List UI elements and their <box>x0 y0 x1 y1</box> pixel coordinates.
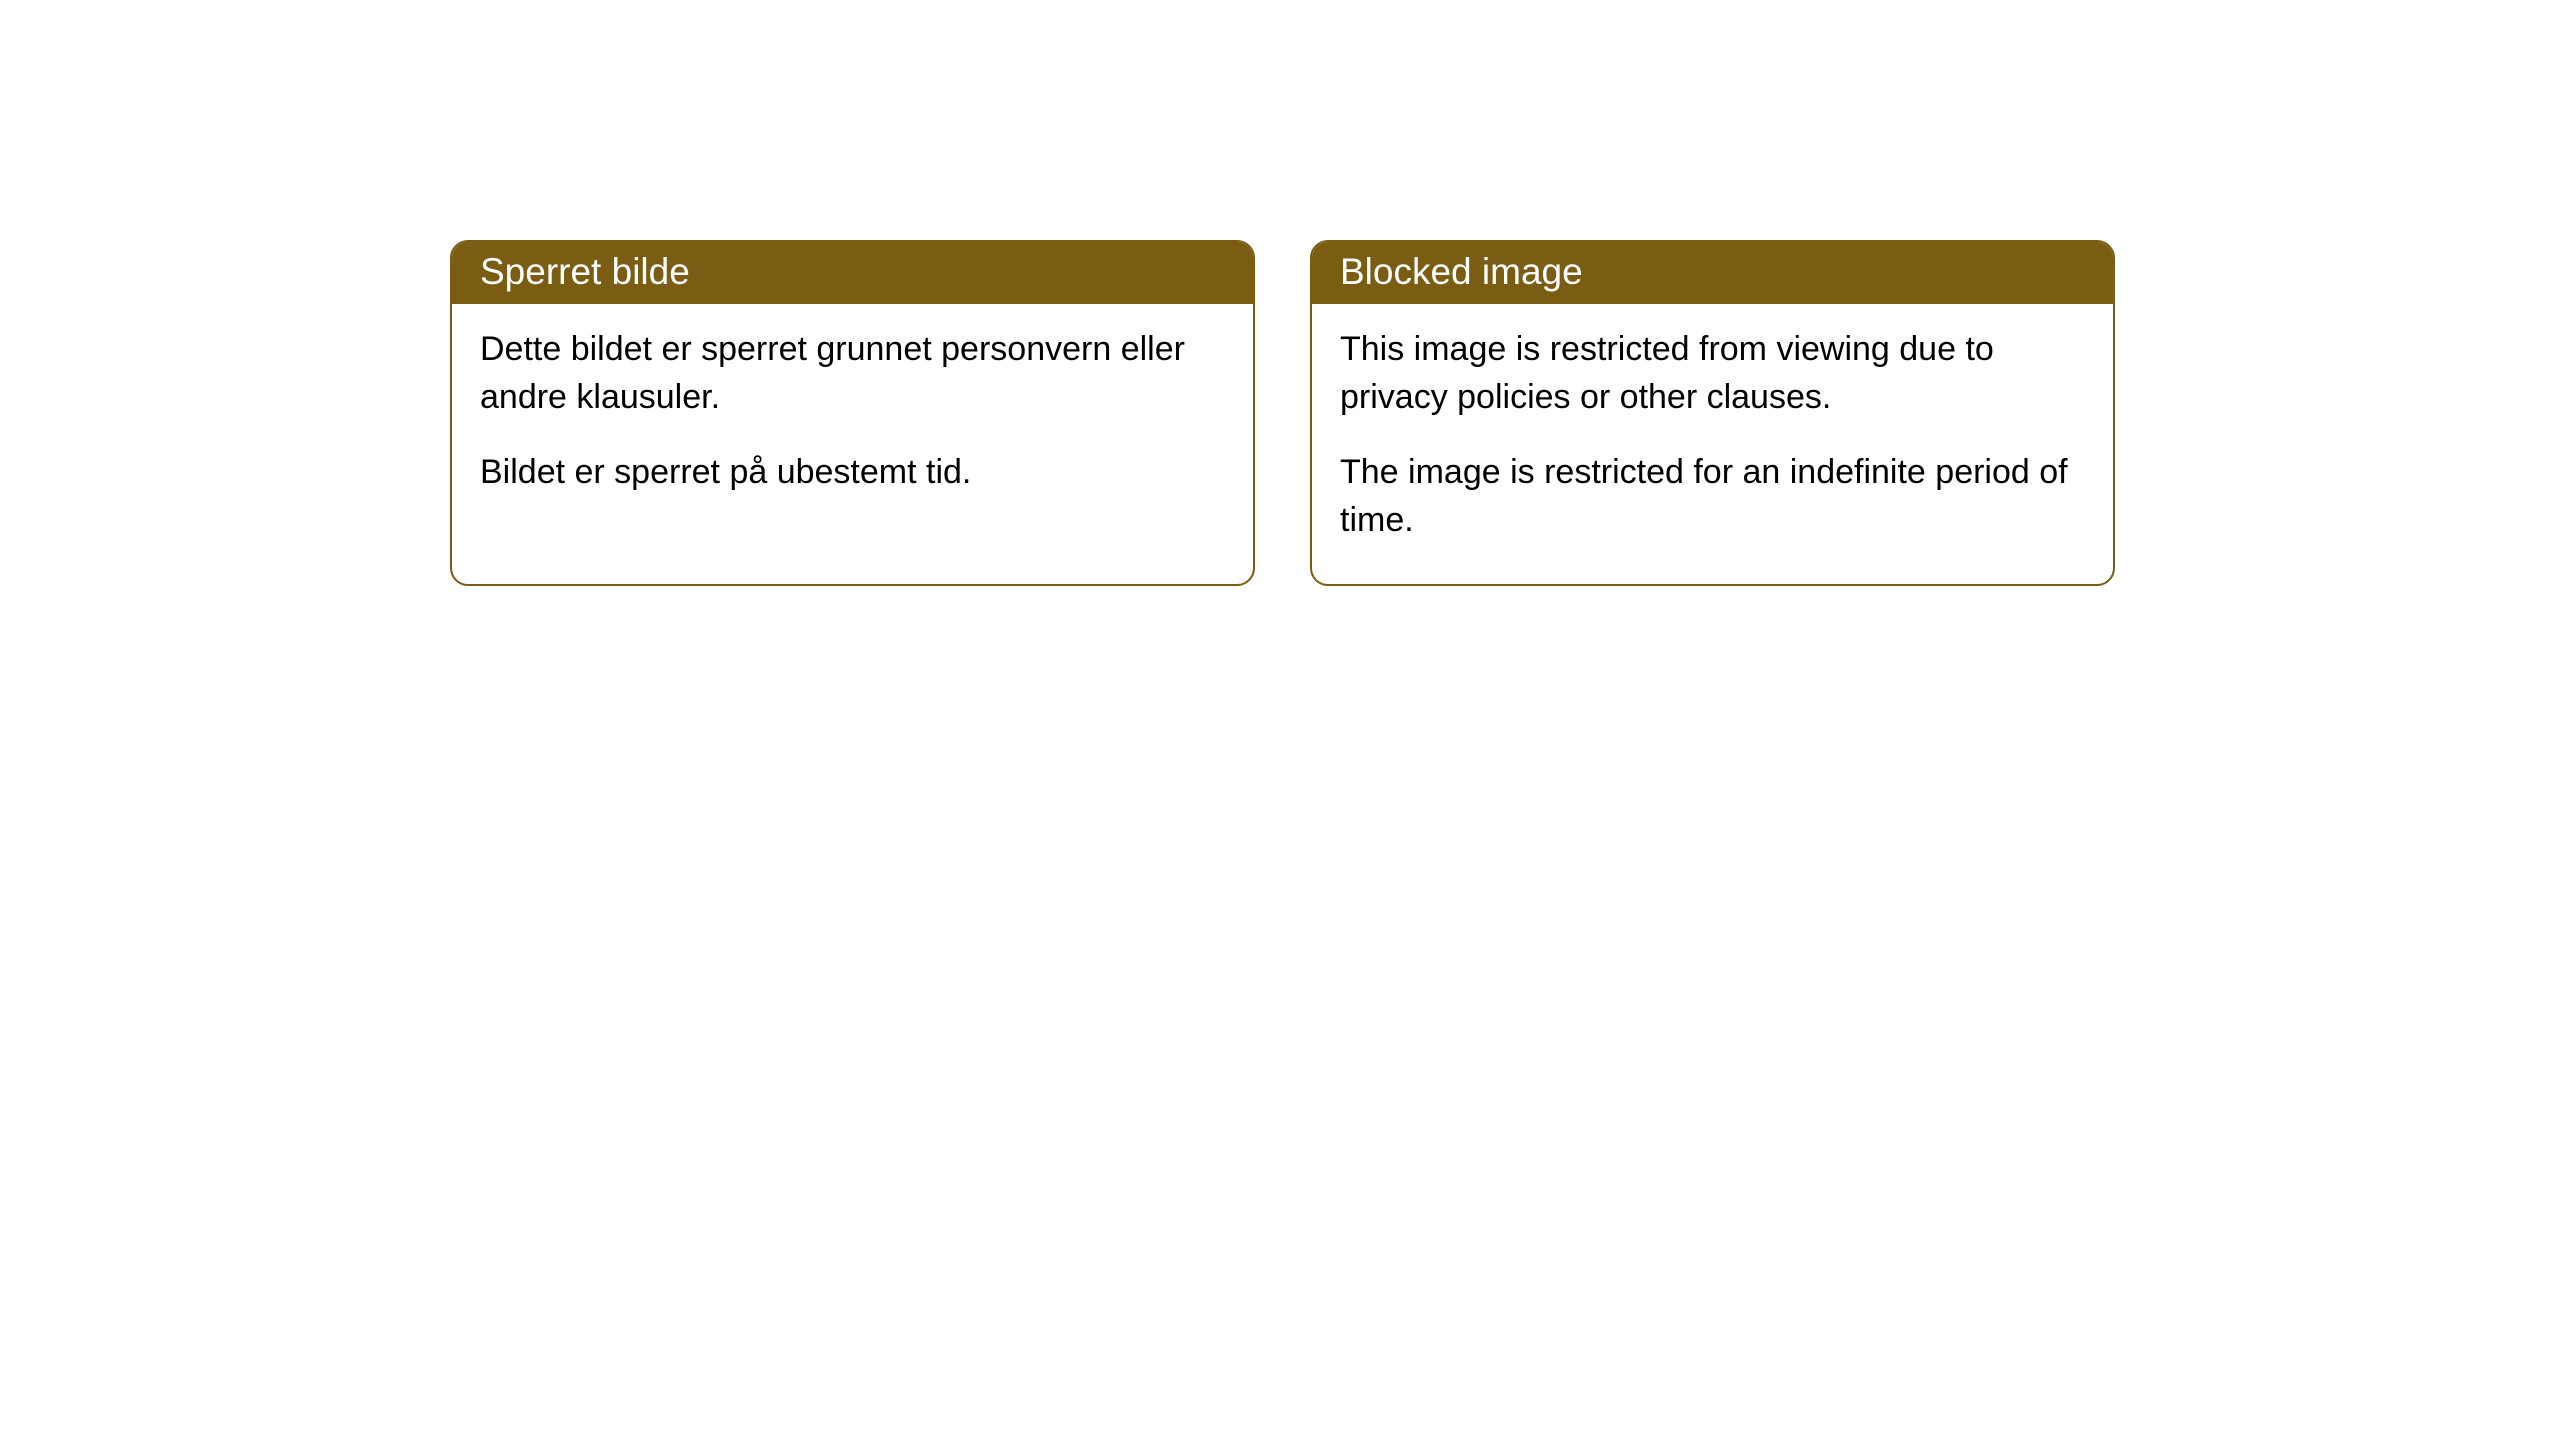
notice-paragraph-2: Bildet er sperret på ubestemt tid. <box>480 449 1225 497</box>
notice-card-norwegian: Sperret bilde Dette bildet er sperret gr… <box>450 240 1255 586</box>
notice-paragraph-1: Dette bildet er sperret grunnet personve… <box>480 326 1225 421</box>
notice-card-english: Blocked image This image is restricted f… <box>1310 240 2115 586</box>
notice-paragraph-2: The image is restricted for an indefinit… <box>1340 449 2085 544</box>
card-body: This image is restricted from viewing du… <box>1312 304 2113 584</box>
card-header: Blocked image <box>1312 242 2113 304</box>
notice-cards-container: Sperret bilde Dette bildet er sperret gr… <box>450 240 2115 586</box>
notice-paragraph-1: This image is restricted from viewing du… <box>1340 326 2085 421</box>
card-body: Dette bildet er sperret grunnet personve… <box>452 304 1253 537</box>
card-header: Sperret bilde <box>452 242 1253 304</box>
